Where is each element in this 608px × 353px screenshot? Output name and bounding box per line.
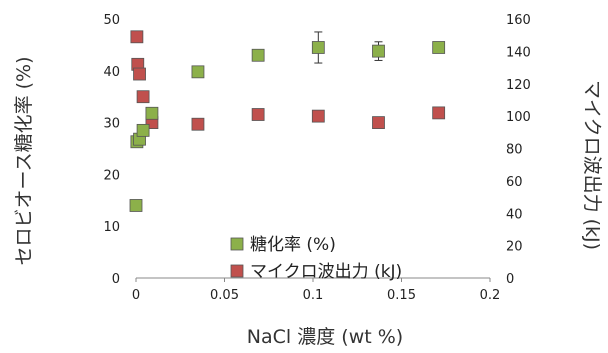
y-left-tick-label: 30 bbox=[103, 117, 120, 132]
legend-swatch-microwave-output bbox=[230, 264, 244, 278]
x-tick-label: 0.2 bbox=[480, 288, 501, 303]
data-point-microwave-output bbox=[191, 117, 205, 131]
data-point-microwave-output bbox=[130, 30, 144, 44]
axes bbox=[135, 277, 491, 282]
legend: 糖化率 (%) マイクロ波出力 (kJ) bbox=[230, 235, 402, 282]
x-tick-labels: 0 0.05 0.1 0.15 0.2 bbox=[132, 288, 500, 303]
data-point-sugar-rate bbox=[311, 41, 325, 54]
data-point-microwave-output bbox=[372, 116, 385, 129]
data-point-sugar-rate bbox=[432, 41, 446, 54]
y-right-tick-label: 20 bbox=[506, 240, 523, 255]
data-point-microwave-output bbox=[136, 90, 150, 104]
y-right-tick-label: 40 bbox=[506, 207, 523, 222]
x-tick-label: 0.15 bbox=[387, 288, 416, 303]
y-right-tick-label: 120 bbox=[506, 78, 531, 93]
y-left-tick-label: 10 bbox=[103, 220, 120, 235]
data-point-sugar-rate bbox=[191, 65, 205, 79]
y-left-tick-label: 50 bbox=[103, 13, 120, 28]
y-left-tick-label: 20 bbox=[103, 168, 120, 183]
y-right-tick-labels: 0 20 40 60 80 100 120 140 160 bbox=[506, 13, 531, 287]
data-point-microwave-output bbox=[251, 108, 265, 121]
y-right-tick-label: 140 bbox=[506, 45, 531, 60]
data-point-sugar-rate bbox=[129, 199, 143, 212]
y-right-tick-label: 100 bbox=[506, 110, 531, 125]
legend-label-microwave-output: マイクロ波出力 (kJ) bbox=[250, 262, 402, 282]
x-tick-label: 0 bbox=[132, 288, 140, 303]
y-right-tick-label: 80 bbox=[506, 143, 523, 158]
data-point-sugar-rate bbox=[136, 123, 150, 137]
y-right-axis-title: マイクロ波出力 (kJ) bbox=[581, 80, 603, 250]
x-tick-label: 0.1 bbox=[303, 288, 324, 303]
data-point-microwave-output bbox=[133, 67, 146, 81]
data-point-microwave-output bbox=[432, 106, 446, 120]
y-left-tick-label: 0 bbox=[112, 272, 120, 287]
legend-swatch-sugar-rate bbox=[230, 237, 244, 251]
y-right-tick-label: 60 bbox=[506, 175, 523, 190]
y-right-tick-label: 160 bbox=[506, 13, 531, 28]
x-axis-title: NaCl 濃度 (wt %) bbox=[247, 326, 403, 348]
data-marks bbox=[129, 30, 446, 212]
data-point-sugar-rate bbox=[145, 106, 159, 120]
y-left-axis-title: セロビオース糖化率 (%) bbox=[13, 57, 35, 266]
data-point-sugar-rate bbox=[372, 44, 385, 58]
y-left-tick-labels: 0 10 20 30 40 50 bbox=[103, 13, 120, 287]
x-tick-label: 0.05 bbox=[210, 288, 239, 303]
legend-label-sugar-rate: 糖化率 (%) bbox=[250, 235, 336, 255]
y-left-tick-label: 40 bbox=[103, 65, 120, 80]
data-point-microwave-output bbox=[311, 109, 325, 123]
y-right-tick-label: 0 bbox=[506, 272, 514, 287]
data-point-sugar-rate bbox=[251, 48, 265, 62]
